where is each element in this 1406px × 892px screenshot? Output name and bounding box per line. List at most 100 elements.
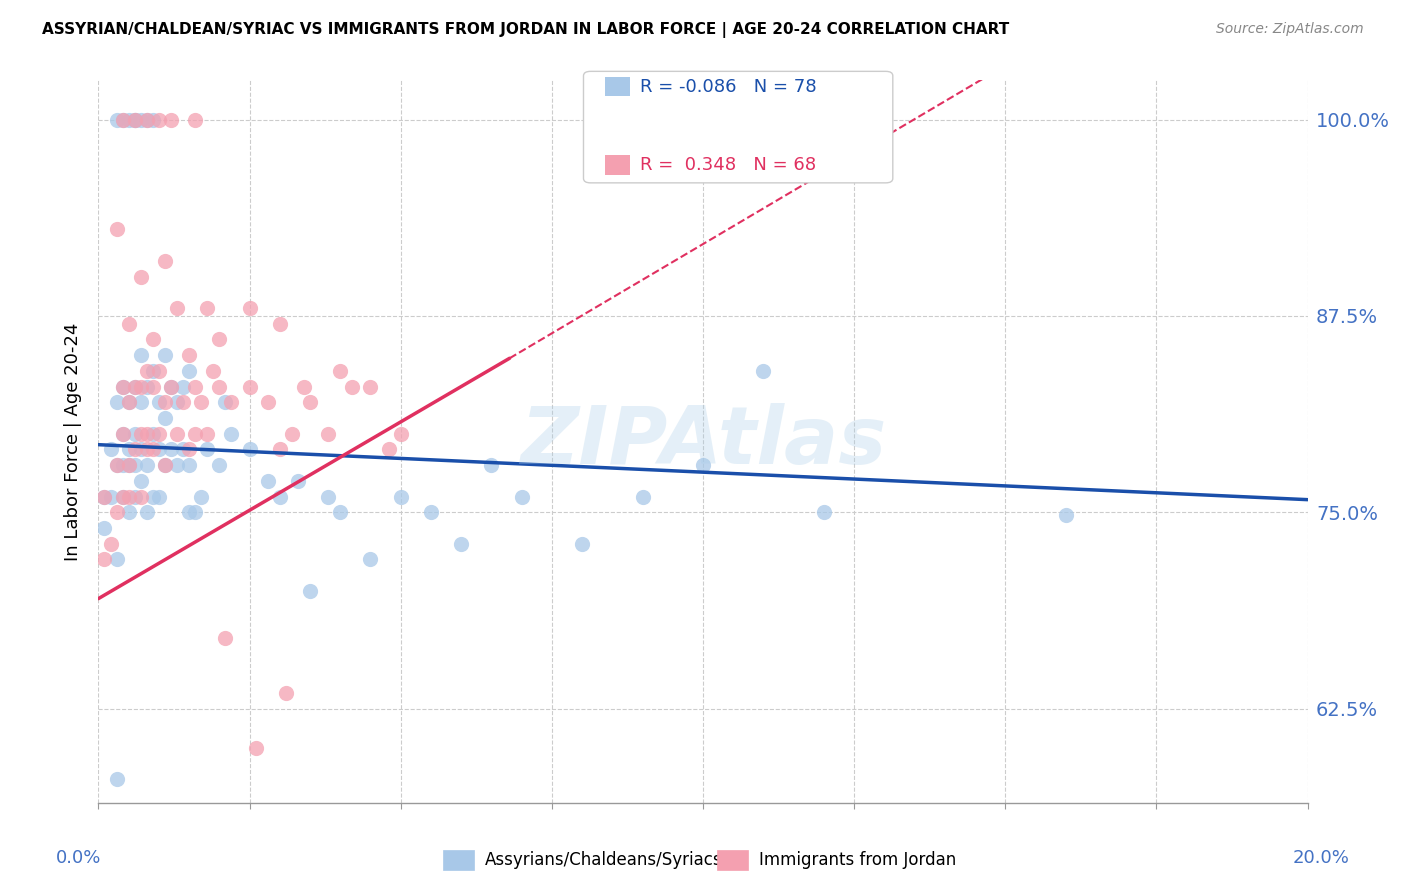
Point: [93, 521, 115, 535]
Point: [100, 490, 122, 504]
Point: [214, 395, 236, 409]
Point: [172, 395, 194, 409]
Point: [256, 395, 278, 409]
Point: [256, 474, 278, 488]
Point: [142, 442, 165, 457]
Point: [299, 583, 322, 598]
Point: [420, 505, 443, 519]
Point: [105, 395, 128, 409]
Point: [269, 442, 291, 457]
Point: [239, 442, 262, 457]
Point: [111, 112, 134, 127]
Point: [135, 112, 157, 127]
Text: ASSYRIAN/CHALDEAN/SYRIAC VS IMMIGRANTS FROM JORDAN IN LABOR FORCE | AGE 20-24 CO: ASSYRIAN/CHALDEAN/SYRIAC VS IMMIGRANTS F…: [42, 22, 1010, 38]
Point: [160, 112, 183, 127]
Point: [166, 458, 188, 472]
Point: [274, 686, 297, 700]
Point: [269, 317, 291, 331]
Point: [111, 379, 134, 393]
Point: [111, 458, 134, 472]
Point: [208, 458, 231, 472]
Point: [148, 395, 170, 409]
Point: [105, 112, 128, 127]
Point: [184, 112, 207, 127]
Point: [111, 112, 134, 127]
Point: [299, 395, 322, 409]
Point: [105, 458, 128, 472]
Point: [124, 490, 146, 504]
Text: 0.0%: 0.0%: [56, 849, 101, 867]
Point: [377, 442, 399, 457]
Point: [135, 458, 157, 472]
Point: [129, 474, 152, 488]
Point: [360, 552, 382, 566]
Point: [160, 379, 183, 393]
Point: [142, 490, 165, 504]
Point: [195, 426, 218, 441]
Point: [118, 458, 141, 472]
Point: [105, 222, 128, 236]
Point: [124, 426, 146, 441]
Point: [179, 458, 201, 472]
Point: [93, 490, 115, 504]
Point: [93, 490, 115, 504]
Point: [148, 426, 170, 441]
Point: [135, 364, 157, 378]
Point: [142, 112, 165, 127]
Point: [124, 112, 146, 127]
Point: [179, 505, 201, 519]
Point: [135, 442, 157, 457]
Point: [148, 364, 170, 378]
Point: [329, 505, 352, 519]
Point: [153, 348, 176, 362]
Point: [245, 740, 267, 755]
Point: [510, 490, 533, 504]
Point: [292, 379, 315, 393]
Point: [135, 379, 157, 393]
Point: [166, 301, 188, 315]
Point: [105, 772, 128, 787]
Point: [124, 379, 146, 393]
Point: [287, 474, 309, 488]
Text: R = -0.086   N = 78: R = -0.086 N = 78: [640, 78, 817, 95]
Point: [342, 379, 364, 393]
Text: Assyrians/Chaldeans/Syriacs: Assyrians/Chaldeans/Syriacs: [485, 851, 723, 869]
Point: [166, 426, 188, 441]
Point: [281, 426, 304, 441]
Point: [160, 379, 183, 393]
Point: [111, 490, 134, 504]
Point: [172, 379, 194, 393]
Point: [118, 505, 141, 519]
Point: [124, 379, 146, 393]
Point: [160, 442, 183, 457]
Point: [190, 490, 212, 504]
Point: [148, 490, 170, 504]
Point: [148, 442, 170, 457]
Point: [148, 112, 170, 127]
Point: [813, 505, 835, 519]
Point: [1054, 508, 1077, 523]
Point: [184, 505, 207, 519]
Point: [118, 490, 141, 504]
Point: [111, 490, 134, 504]
Text: ZIPAtlas: ZIPAtlas: [520, 402, 886, 481]
Text: Source: ZipAtlas.com: Source: ZipAtlas.com: [1216, 22, 1364, 37]
Point: [135, 426, 157, 441]
Point: [221, 426, 243, 441]
Point: [190, 395, 212, 409]
Point: [129, 269, 152, 284]
Point: [124, 458, 146, 472]
Point: [118, 395, 141, 409]
Point: [105, 552, 128, 566]
Point: [118, 442, 141, 457]
Text: Immigrants from Jordan: Immigrants from Jordan: [759, 851, 956, 869]
Point: [360, 379, 382, 393]
Point: [195, 442, 218, 457]
Point: [153, 411, 176, 425]
Point: [153, 395, 176, 409]
Point: [142, 379, 165, 393]
Point: [571, 536, 593, 550]
Point: [118, 112, 141, 127]
Point: [142, 333, 165, 347]
Point: [118, 458, 141, 472]
